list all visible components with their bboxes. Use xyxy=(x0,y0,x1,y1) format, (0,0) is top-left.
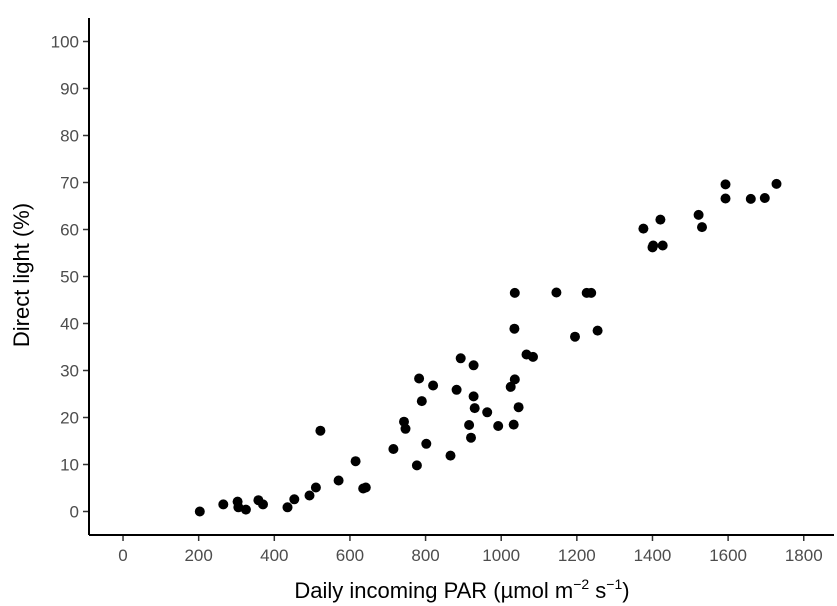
data-point xyxy=(505,381,516,392)
data-point xyxy=(648,240,659,251)
data-point xyxy=(586,287,597,298)
data-point xyxy=(289,494,300,505)
data-point xyxy=(240,504,251,515)
y-tick-label: 60 xyxy=(60,221,79,240)
data-point xyxy=(469,403,480,414)
data-point xyxy=(592,325,603,336)
y-tick-label: 70 xyxy=(60,174,79,193)
data-point xyxy=(315,425,326,436)
x-tick-label: 800 xyxy=(411,546,439,565)
data-point xyxy=(414,373,425,384)
data-point xyxy=(233,502,244,513)
data-point xyxy=(455,353,466,364)
y-tick-label: 100 xyxy=(51,33,79,52)
data-point xyxy=(638,223,649,234)
y-tick-label: 50 xyxy=(60,268,79,287)
data-point xyxy=(720,193,731,204)
data-point xyxy=(509,287,520,298)
data-point xyxy=(350,456,361,467)
x-tick-label: 0 xyxy=(118,546,127,565)
data-point xyxy=(218,499,229,510)
y-tick-label: 0 xyxy=(70,503,79,522)
x-tick-label: 1800 xyxy=(785,546,823,565)
data-point xyxy=(509,323,520,334)
data-point xyxy=(445,450,456,461)
data-point xyxy=(194,506,205,517)
data-point xyxy=(551,287,562,298)
data-point xyxy=(508,419,519,430)
y-tick-label: 30 xyxy=(60,362,79,381)
data-point xyxy=(745,193,756,204)
data-points xyxy=(194,178,782,517)
y-tick-label: 80 xyxy=(60,127,79,146)
data-point xyxy=(468,391,479,402)
y-axis-ticks: 0 10 20 30 40 50 60 70 80 90 100 xyxy=(51,33,89,522)
y-tick-label: 10 xyxy=(60,456,79,475)
x-axis-title: Daily incoming PAR (µmol m−2 s−1) xyxy=(294,576,629,603)
data-point xyxy=(493,421,504,431)
data-point xyxy=(416,396,427,407)
data-point xyxy=(655,214,666,225)
x-tick-label: 1600 xyxy=(709,546,747,565)
data-point xyxy=(468,360,479,371)
data-point xyxy=(528,351,538,362)
data-point xyxy=(466,432,476,443)
y-tick-label: 40 xyxy=(60,315,79,334)
data-point xyxy=(282,502,293,513)
y-tick-label: 90 xyxy=(60,80,79,99)
data-point xyxy=(411,460,422,471)
x-tick-label: 1400 xyxy=(634,546,672,565)
data-point xyxy=(360,482,371,493)
y-tick-label: 20 xyxy=(60,409,79,428)
data-point xyxy=(509,374,520,385)
data-point xyxy=(759,193,770,203)
x-tick-label: 1200 xyxy=(558,546,596,565)
data-point xyxy=(693,209,704,220)
data-point xyxy=(513,402,524,413)
data-point xyxy=(720,179,731,190)
data-point xyxy=(451,384,462,395)
x-tick-label: 1000 xyxy=(482,546,520,565)
data-point xyxy=(304,490,315,501)
data-point xyxy=(333,475,344,486)
x-tick-label: 200 xyxy=(184,546,212,565)
x-axis-ticks: 0 200 400 600 800 1000 1200 1400 1600 1800 xyxy=(118,535,823,565)
data-point xyxy=(428,380,439,391)
data-point xyxy=(482,407,493,418)
y-axis-title: Direct light (%) xyxy=(9,203,34,347)
data-point xyxy=(400,423,411,434)
data-point xyxy=(310,482,321,493)
data-point xyxy=(657,240,668,251)
x-tick-label: 400 xyxy=(260,546,288,565)
x-tick-label: 600 xyxy=(336,546,364,565)
data-point xyxy=(464,420,475,430)
data-point xyxy=(570,331,580,342)
data-point xyxy=(388,444,399,454)
data-point xyxy=(697,222,707,233)
data-point xyxy=(258,499,268,510)
data-point xyxy=(771,178,782,189)
data-point xyxy=(421,438,432,449)
